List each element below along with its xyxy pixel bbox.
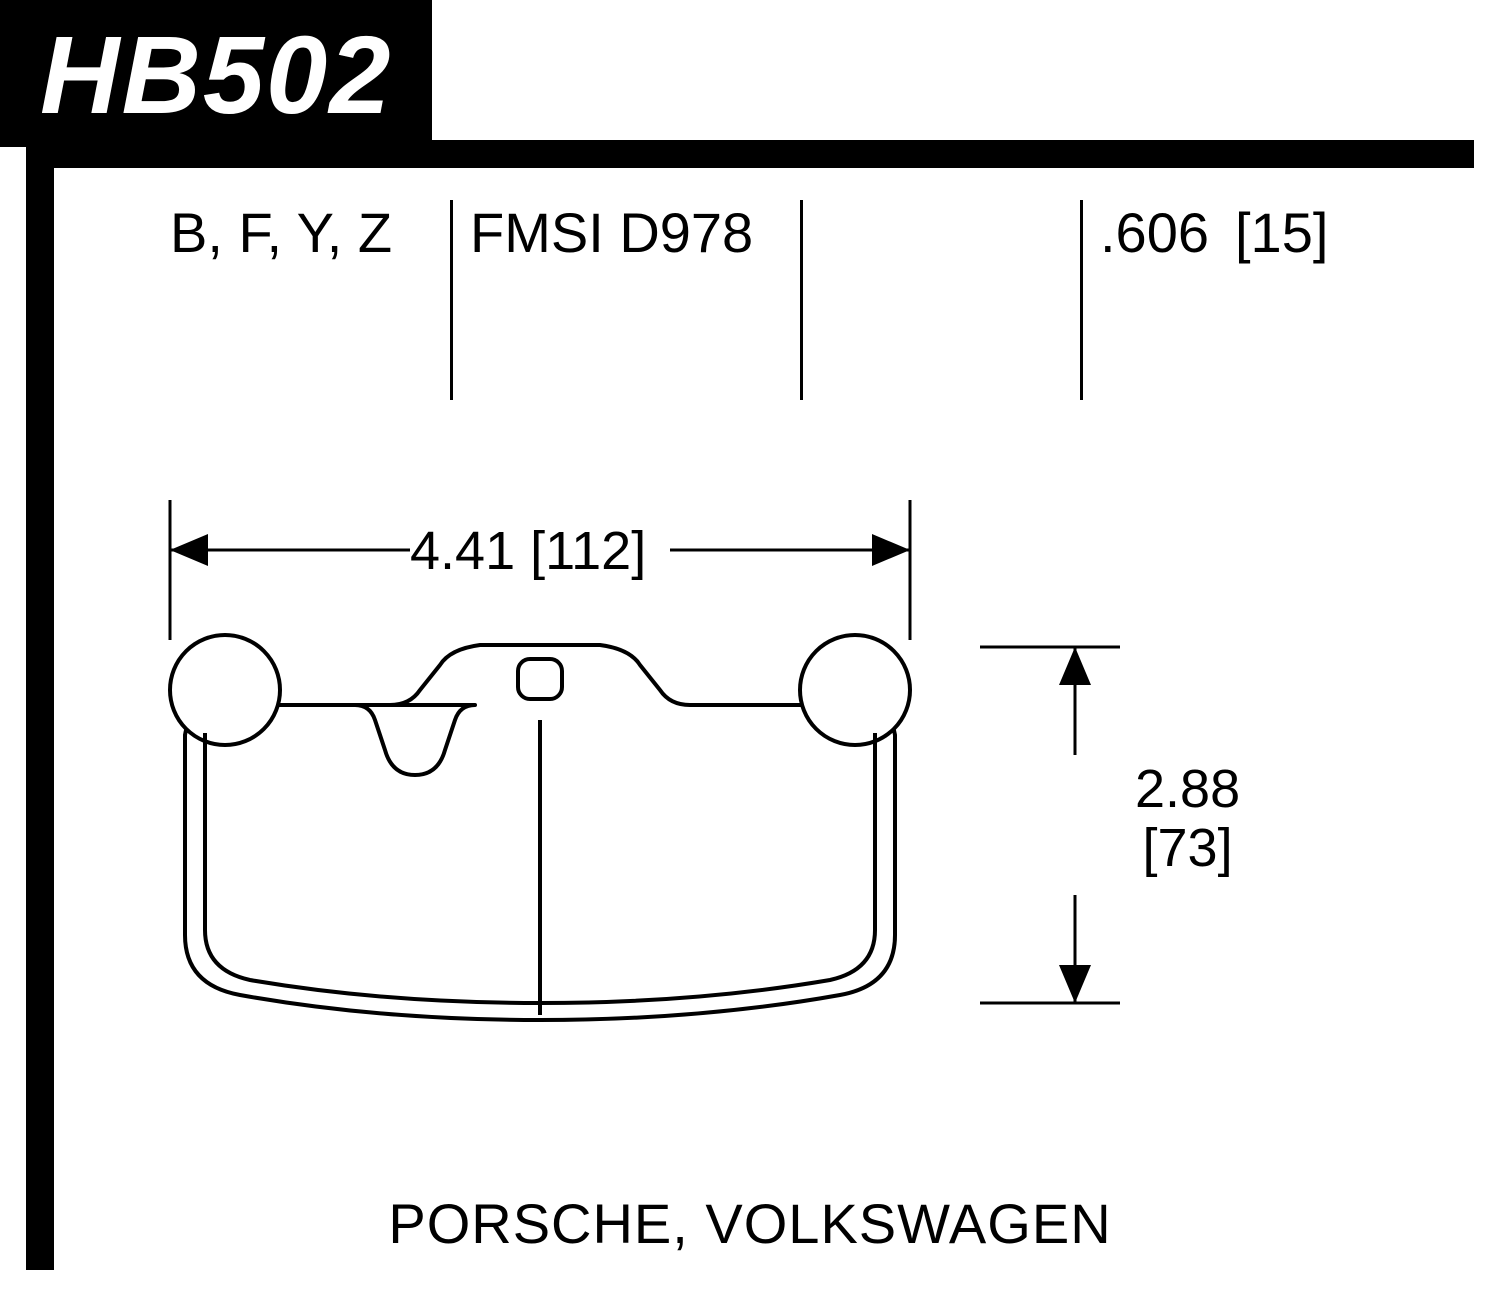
thickness-in-label: .606 (1100, 200, 1209, 265)
thickness-mm-label: [15] (1235, 200, 1328, 265)
info-divider-1 (450, 200, 453, 400)
part-number-title: HB502 (0, 0, 432, 147)
frame-top (26, 140, 1474, 168)
info-divider-3 (1080, 200, 1083, 400)
width-in-label: 4.41 [112] (410, 520, 646, 582)
info-divider-2 (800, 200, 803, 400)
height-label-group: 2.88 [73] (1135, 760, 1240, 879)
width-mm: [112] (530, 521, 646, 581)
height-dimension (980, 625, 1140, 1025)
compounds-label: B, F, Y, Z (170, 200, 392, 265)
title-bar: HB502 (0, 0, 1500, 147)
width-in: 4.41 (410, 521, 515, 581)
page: HB502 B, F, Y, Z FMSI D978 .606 [15] 4.4… (0, 0, 1500, 1296)
height-in: 2.88 (1135, 760, 1240, 819)
frame-left (26, 140, 54, 1270)
fmsi-label: FMSI D978 (470, 200, 753, 265)
height-mm: [73] (1135, 819, 1240, 878)
application-footer: PORSCHE, VOLKSWAGEN (0, 1191, 1500, 1256)
brake-pad-outline (130, 615, 950, 1035)
